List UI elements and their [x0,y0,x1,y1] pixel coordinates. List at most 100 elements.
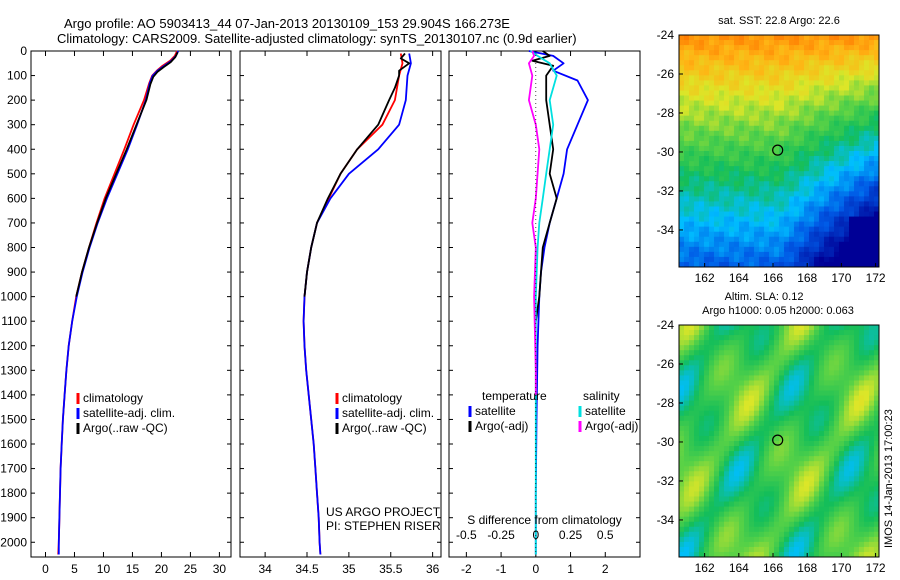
sst-map-cell [684,161,690,167]
sst-map-cell [779,55,785,61]
sla-map-cell [699,410,705,417]
sst-map-cell [744,85,750,92]
sst-map-cell [809,176,815,182]
sst-map-cell [834,151,840,157]
sla-map-cell [709,516,715,523]
sla-map-cell [714,481,720,487]
sst-map-cell [799,45,805,51]
sla-map-cell [824,350,830,356]
sla-map-cell [794,481,800,487]
sst-map-cell [709,70,715,76]
sst-map-cell [784,156,790,162]
sst-map-cell [679,100,685,107]
sla-map-cell [789,350,795,356]
sst-map-cell [739,171,745,177]
sst-map-cell [844,191,850,197]
sst-map-cell [839,151,845,157]
sla-map-cell [709,325,715,331]
sst-map-cell [834,45,840,51]
sla-map-cell [784,405,790,412]
sst-map-cell [724,140,730,147]
sst-map-cell [794,156,800,162]
sla-map-cell [849,551,855,557]
sst-map-cell [769,256,775,263]
sla-map-cell [724,511,730,518]
sst-map-cell [694,186,700,192]
sla-map-cell [754,516,760,523]
sla-map-cell [784,335,790,341]
sst-map-cell [764,256,770,263]
sst-map-cell [719,231,725,238]
sst-map-cell [809,151,815,157]
salinity-diff-tick-label: -0.5 [456,528,477,542]
sst-map-cell [759,261,765,267]
sla-map-cell [779,425,785,432]
sst-map-cell [874,151,879,157]
sla-map-cell [849,345,855,351]
sla-map-cell [734,355,740,361]
sla-map-cell [694,395,700,402]
sst-map-cell [809,206,815,213]
sst-map-cell [814,206,820,213]
temperature-xtick-label: 30 [213,562,227,576]
sst-map-cell [869,151,875,157]
sla-map-cell [794,541,800,548]
sla-map-cell [704,420,710,427]
sla-map-cell [849,435,855,442]
sla-map-cell [689,456,695,462]
sst-map-cell [849,191,855,197]
sst-map-cell [839,80,845,87]
sst-map-cell [854,241,860,248]
sst-map-cell [789,60,795,66]
sst-map-cell [814,60,820,66]
sst-map-cell [749,201,755,208]
sla-map-cell [824,380,830,387]
sla-map-cell [849,546,855,553]
sla-map-cell [759,435,765,442]
sst-map-cell [699,65,705,71]
sla-map-cell [779,330,785,336]
sla-map-cell [709,405,715,412]
sla-map-cell [839,395,845,402]
sla-map-cell [754,461,760,467]
sst-map-cell [689,120,695,127]
sst-map-cell [859,151,865,157]
sla-map-cell [814,506,820,513]
sst-map-cell [839,216,845,223]
sla-map-cell [734,501,740,508]
sla-map-cell [804,340,810,346]
sst-map-cell [799,80,805,87]
sst-map-cell [819,226,825,233]
sla-map-cell [819,405,825,412]
sst-map-cell [804,161,810,167]
sst-map-cell [809,186,815,192]
sst-map-cell [864,261,870,267]
sla-map-cell [834,496,840,503]
sst-map-cell [684,115,690,122]
sla-map-cell [779,360,785,366]
sst-map-cell [859,221,865,228]
sla-map-cell [769,511,775,518]
sla-map-cell [774,456,780,462]
depth-tick-label: 1700 [0,462,27,476]
sla-map-cell [819,501,825,508]
sla-map-cell [689,350,695,356]
sla-map-cell [824,430,830,437]
sla-map-cell [754,375,760,382]
salinity-diff-tick-label: -0.25 [487,528,515,542]
sla-map-cell [789,385,795,392]
sla-map-cell [764,425,770,432]
sst-map-cell [759,206,765,213]
sla-map-cell [704,461,710,467]
sst-map-cell [844,161,850,167]
sla-map-cell [689,360,695,366]
sla-map-cell [864,491,870,498]
sst-map-cell [729,231,735,238]
sst-map-cell [684,206,690,213]
sla-map-cell [809,551,815,557]
temperature-axes-frame [30,50,232,558]
sla-map-cell [699,511,705,518]
sla-map-cell [854,441,860,447]
sla-map-cell [789,541,795,548]
sst-map-cell [814,251,820,258]
